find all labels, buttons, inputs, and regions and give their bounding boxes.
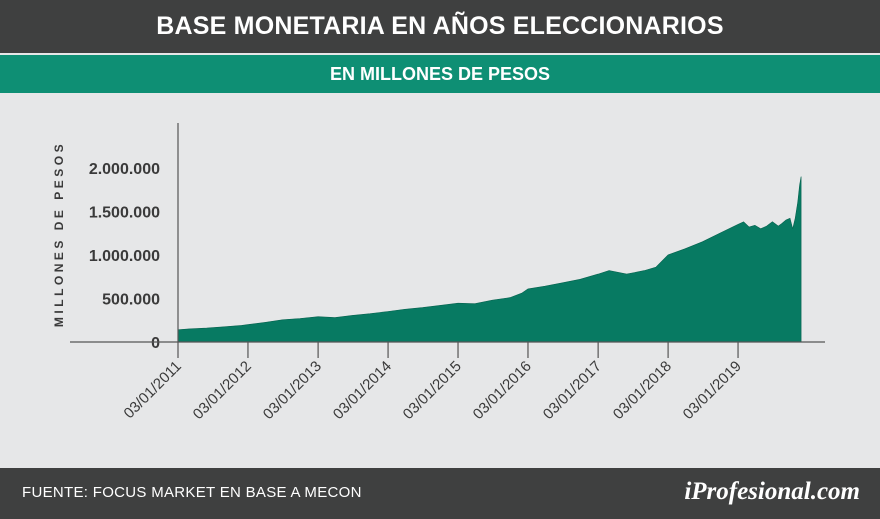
title-bar: BASE MONETARIA EN AÑOS ELECCIONARIOS: [0, 0, 880, 53]
area-series: [177, 176, 802, 343]
x-tick-label: 03/01/2014: [330, 358, 395, 423]
y-tick-label: 0: [151, 335, 160, 352]
y-tick-label: 500.000: [102, 291, 160, 308]
x-tick-label: 03/01/2016: [470, 358, 535, 423]
x-tick-label: 03/01/2017: [540, 358, 605, 423]
y-tick-label: 1.000.000: [89, 248, 160, 265]
area-chart: MILLONES DE PESOS 0 500.000 1.000.000 1.500…: [52, 123, 825, 423]
x-tick-label: 03/01/2019: [680, 358, 745, 423]
x-tick-label: 03/01/2018: [610, 358, 675, 423]
brand-logo: iProfesional.com: [684, 478, 860, 505]
x-tick-label: 03/01/2011: [121, 358, 185, 422]
x-ticks: 03/01/2011 03/01/2012 03/01/2013 03/01/2014…: [121, 342, 745, 423]
x-tick-label: 03/01/2012: [190, 358, 255, 423]
chart-subtitle: EN MILLONES DE PESOS: [329, 63, 551, 84]
subtitle-bar: EN MILLONES DE PESOS: [0, 55, 880, 93]
y-tick-label: 2.000.000: [89, 161, 160, 178]
y-tick-label: 1.500.000: [89, 204, 160, 221]
source-note: FUENTE: FOCUS MARKET EN BASE A MECON: [22, 484, 362, 501]
chart-title: BASE MONETARIA EN AÑOS ELECCIONARIOS: [156, 12, 724, 40]
y-tick-labels: 0 500.000 1.000.000 1.500.000 2.000.000: [89, 161, 160, 352]
y-axis-label: MILLONES DE PESOS: [52, 141, 66, 327]
footer-bar: FUENTE: FOCUS MARKET EN BASE A MECON iPr…: [0, 468, 880, 519]
x-tick-label: 03/01/2013: [260, 358, 325, 423]
y-axis-label-group: MILLONES DE PESOS: [52, 141, 66, 327]
x-tick-label: 03/01/2015: [400, 358, 465, 423]
